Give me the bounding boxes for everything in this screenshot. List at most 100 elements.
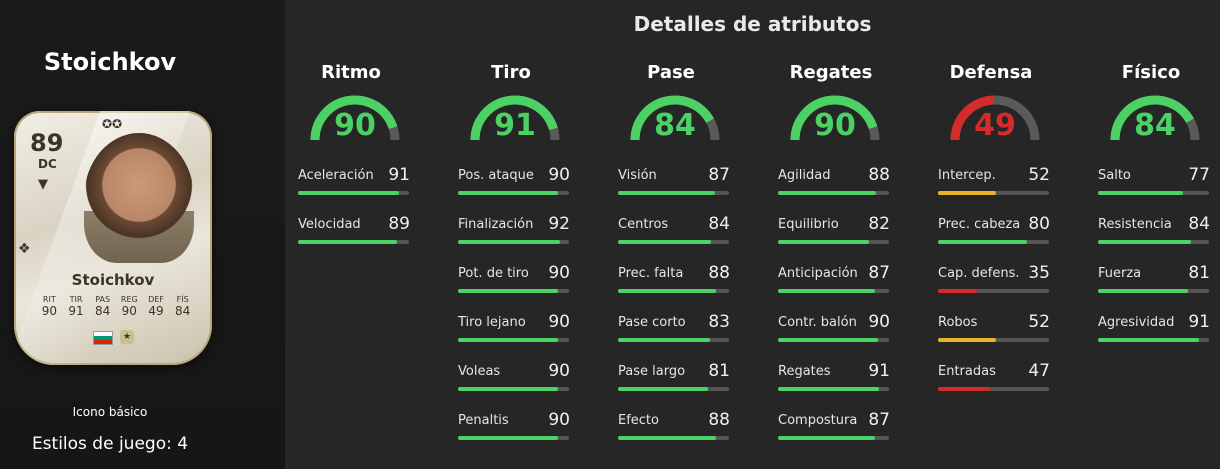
attribute-row[interactable]: Pase largo 81 [618, 361, 730, 394]
attribute-row[interactable]: Prec. cabeza 80 [938, 214, 1050, 247]
attribute-row[interactable]: Velocidad 89 [298, 214, 410, 247]
category-name: Pase [647, 62, 695, 83]
attribute-row[interactable]: Fuerza 81 [1098, 263, 1210, 296]
card-stat-value: 91 [68, 304, 84, 318]
attribute-row[interactable]: Agresividad 91 [1098, 312, 1210, 345]
card-stat-label: DEF [148, 295, 164, 304]
attribute-value: 87 [868, 263, 890, 283]
attribute-bar [618, 240, 729, 244]
attribute-name: Centros [618, 217, 669, 232]
attribute-bar-fill [458, 191, 558, 195]
playstyles-count[interactable]: Estilos de juego: 4 [31, 434, 189, 454]
attribute-row[interactable]: Visión 87 [618, 165, 730, 198]
category-gauge: 49 [945, 90, 1045, 150]
category-gauge: 90 [785, 90, 885, 150]
attribute-value: 90 [548, 361, 570, 381]
category-3: Regates 90 Agilidad 88 Equilibrio 82 Anticipac… [765, 60, 925, 440]
attribute-row[interactable]: Agilidad 88 [778, 165, 890, 198]
attribute-bar-fill [458, 387, 558, 391]
attribute-bar-fill [938, 338, 996, 342]
attribute-row[interactable]: Robos 52 [938, 312, 1050, 345]
gauge-fill [1110, 95, 1194, 141]
attribute-bar-fill [298, 191, 399, 195]
attribute-row[interactable]: Anticipación 87 [778, 263, 890, 296]
attribute-row[interactable]: Resistencia 84 [1098, 214, 1210, 247]
category-value: 84 [654, 108, 696, 143]
attribute-name: Salto [1098, 168, 1131, 183]
card-stat-label: TIR [69, 295, 83, 304]
attribute-value: 88 [708, 410, 730, 430]
attribute-bar [938, 387, 1049, 391]
category-name: Defensa [949, 62, 1033, 83]
attribute-row[interactable]: Aceleración 91 [298, 165, 410, 198]
attribute-bar [618, 387, 729, 391]
category-5: Físico 84 Salto 77 Resistencia 84 Fuerza 81 Agre… [1085, 60, 1220, 342]
attribute-row[interactable]: Efecto 88 [618, 410, 730, 443]
attribute-value: 84 [708, 214, 730, 234]
attribute-name: Efecto [618, 413, 659, 428]
attribute-bar-fill [778, 191, 876, 195]
attribute-bar [1098, 289, 1209, 293]
icon-badge-icon: ★ [120, 330, 134, 344]
attribute-value: 47 [1028, 361, 1050, 381]
attribute-bar-fill [1098, 240, 1192, 244]
attribute-row[interactable]: Regates 91 [778, 361, 890, 394]
attribute-row[interactable]: Compostura 87 [778, 410, 890, 443]
category-name: Regates [789, 62, 873, 83]
attribute-bar-fill [618, 240, 712, 244]
attribute-bar-fill [938, 289, 977, 293]
attribute-value: 92 [548, 214, 570, 234]
player-name: Stoichkov [43, 48, 177, 76]
category-1: Tiro 91 Pos. ataque 90 Finalización 92 Pot. de… [445, 60, 605, 440]
attribute-value: 35 [1028, 263, 1050, 283]
attribute-bar-fill [938, 387, 991, 391]
attribute-row[interactable]: Pase corto 83 [618, 312, 730, 345]
attribute-bar-fill [458, 289, 558, 293]
attribute-name: Agilidad [778, 168, 831, 183]
attribute-row[interactable]: Intercep. 52 [938, 165, 1050, 198]
attribute-row[interactable]: Cap. defens. 35 [938, 263, 1050, 296]
card-rating: 89 [30, 129, 64, 157]
attribute-bar-fill [778, 240, 870, 244]
attribute-name: Visión [618, 168, 657, 183]
playstyle-icon: ❖ [18, 241, 31, 257]
attribute-bar [458, 240, 569, 244]
attribute-bar-fill [1098, 191, 1184, 195]
attribute-row[interactable]: Tiro lejano 90 [458, 312, 570, 345]
attribute-row[interactable]: Equilibrio 82 [778, 214, 890, 247]
category-value: 91 [494, 108, 536, 143]
attribute-bar [458, 191, 569, 195]
category-name: Ritmo [321, 62, 381, 83]
attribute-row[interactable]: Voleas 90 [458, 361, 570, 394]
attribute-name: Entradas [938, 364, 996, 379]
attribute-row[interactable]: Prec. falta 88 [618, 263, 730, 296]
attribute-row[interactable]: Penaltis 90 [458, 410, 570, 443]
attribute-row[interactable]: Finalización 92 [458, 214, 570, 247]
attribute-value: 91 [388, 165, 410, 185]
attribute-name: Anticipación [778, 266, 858, 281]
attribute-value: 80 [1028, 214, 1050, 234]
attribute-bar-fill [618, 289, 716, 293]
attribute-bar [1098, 240, 1209, 244]
attribute-row[interactable]: Entradas 47 [938, 361, 1050, 394]
category-value: 49 [974, 108, 1016, 143]
attribute-name: Pase corto [618, 315, 686, 330]
attribute-bar [1098, 191, 1209, 195]
attribute-row[interactable]: Salto 77 [1098, 165, 1210, 198]
flag-icon [93, 331, 113, 345]
player-card[interactable]: 89 DC ▼ ✪✪ ❖ Stoichkov RIT TIR PAS REG DEF FÍ… [14, 111, 212, 365]
attribute-name: Tiro lejano [458, 315, 526, 330]
attribute-value: 52 [1028, 312, 1050, 332]
card-stat-grid: RIT TIR PAS REG DEF FÍS 90 91 84 90 49 84 [36, 295, 196, 318]
attribute-bar [618, 289, 729, 293]
attribute-name: Finalización [458, 217, 534, 232]
card-stat-value: 84 [175, 304, 191, 318]
attribute-bar-fill [298, 240, 397, 244]
attribute-row[interactable]: Pot. de tiro 90 [458, 263, 570, 296]
attribute-row[interactable]: Pos. ataque 90 [458, 165, 570, 198]
attribute-row[interactable]: Centros 84 [618, 214, 730, 247]
attribute-value: 88 [708, 263, 730, 283]
attribute-name: Pos. ataque [458, 168, 534, 183]
attribute-bar [618, 191, 729, 195]
attribute-row[interactable]: Contr. balón 90 [778, 312, 890, 345]
